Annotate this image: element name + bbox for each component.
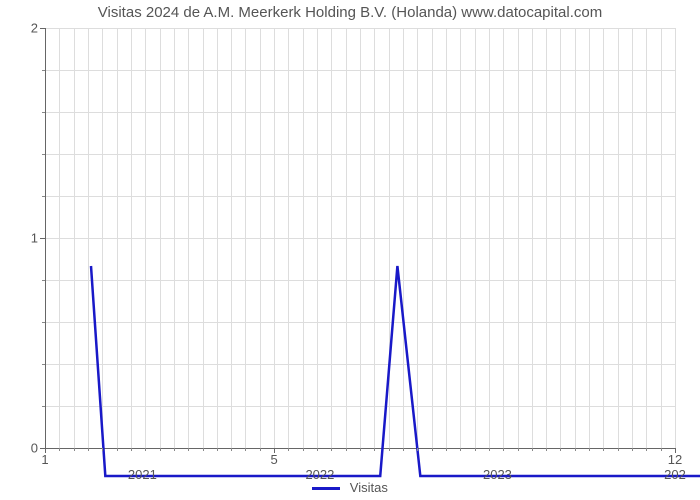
xtick-mark-minor — [661, 448, 662, 451]
line-series — [91, 56, 700, 476]
xtick-mark-minor — [217, 448, 218, 451]
legend-swatch — [312, 487, 340, 490]
chart-title: Visitas 2024 de A.M. Meerkerk Holding B.… — [0, 4, 700, 21]
xtick-mark-minor — [174, 448, 175, 451]
xtick-mark-minor — [503, 448, 504, 451]
plot-area — [45, 28, 676, 449]
xtick-mark-minor — [231, 448, 232, 451]
xtick-mark-minor — [632, 448, 633, 451]
ytick-mark-minor — [42, 364, 45, 365]
xtick-mark-minor — [203, 448, 204, 451]
legend: Visitas — [0, 480, 700, 495]
ytick-mark-minor — [42, 322, 45, 323]
xtick-mark-minor — [432, 448, 433, 451]
xtick-mark-minor — [489, 448, 490, 451]
xtick-mark-minor — [603, 448, 604, 451]
ytick-mark-minor — [42, 70, 45, 71]
xtick-mark-minor — [532, 448, 533, 451]
xtick-mark-minor — [188, 448, 189, 451]
ytick-mark — [40, 28, 45, 29]
xtick-mark-minor — [102, 448, 103, 451]
ytick-label: 2 — [31, 21, 38, 36]
xtick-mark-minor — [575, 448, 576, 451]
xtick-mark-minor — [460, 448, 461, 451]
xtick-mark-minor — [446, 448, 447, 451]
xtick-mark-minor — [331, 448, 332, 451]
xtick-mark-minor — [317, 448, 318, 451]
xtick-mark-minor — [245, 448, 246, 451]
ytick-mark — [40, 238, 45, 239]
xtick-mark-minor — [646, 448, 647, 451]
ytick-label: 1 — [31, 231, 38, 246]
xtick-mark-minor — [518, 448, 519, 451]
ytick-mark-minor — [42, 112, 45, 113]
xtick-mark-minor — [303, 448, 304, 451]
ytick-mark-minor — [42, 196, 45, 197]
xtick-mark-minor — [288, 448, 289, 451]
xtick-mark-minor — [88, 448, 89, 451]
xtick-label: 5 — [270, 452, 277, 467]
xtick-mark-minor — [589, 448, 590, 451]
xtick-mark-minor — [160, 448, 161, 451]
chart-container: Visitas 2024 de A.M. Meerkerk Holding B.… — [0, 0, 700, 500]
ytick-mark-minor — [42, 280, 45, 281]
xtick-mark-minor — [117, 448, 118, 451]
xtick-mark-minor — [260, 448, 261, 451]
xtick-mark-minor — [59, 448, 60, 451]
xtick-mark-minor — [346, 448, 347, 451]
xtick-mark-minor — [475, 448, 476, 451]
legend-label: Visitas — [350, 480, 388, 495]
xtick-label: 1 — [41, 452, 48, 467]
ytick-mark-minor — [42, 406, 45, 407]
xtick-mark-minor — [389, 448, 390, 451]
xtick-mark-minor — [560, 448, 561, 451]
xtick-mark-minor — [131, 448, 132, 451]
xtick-mark-minor — [74, 448, 75, 451]
xtick-label: 12 — [668, 452, 682, 467]
xtick-mark-minor — [417, 448, 418, 451]
xtick-mark-minor — [145, 448, 146, 451]
ytick-label: 0 — [31, 441, 38, 456]
xtick-mark-minor — [618, 448, 619, 451]
xtick-mark-minor — [546, 448, 547, 451]
xtick-mark-minor — [374, 448, 375, 451]
xtick-mark-minor — [403, 448, 404, 451]
ytick-mark-minor — [42, 154, 45, 155]
xtick-mark-minor — [360, 448, 361, 451]
